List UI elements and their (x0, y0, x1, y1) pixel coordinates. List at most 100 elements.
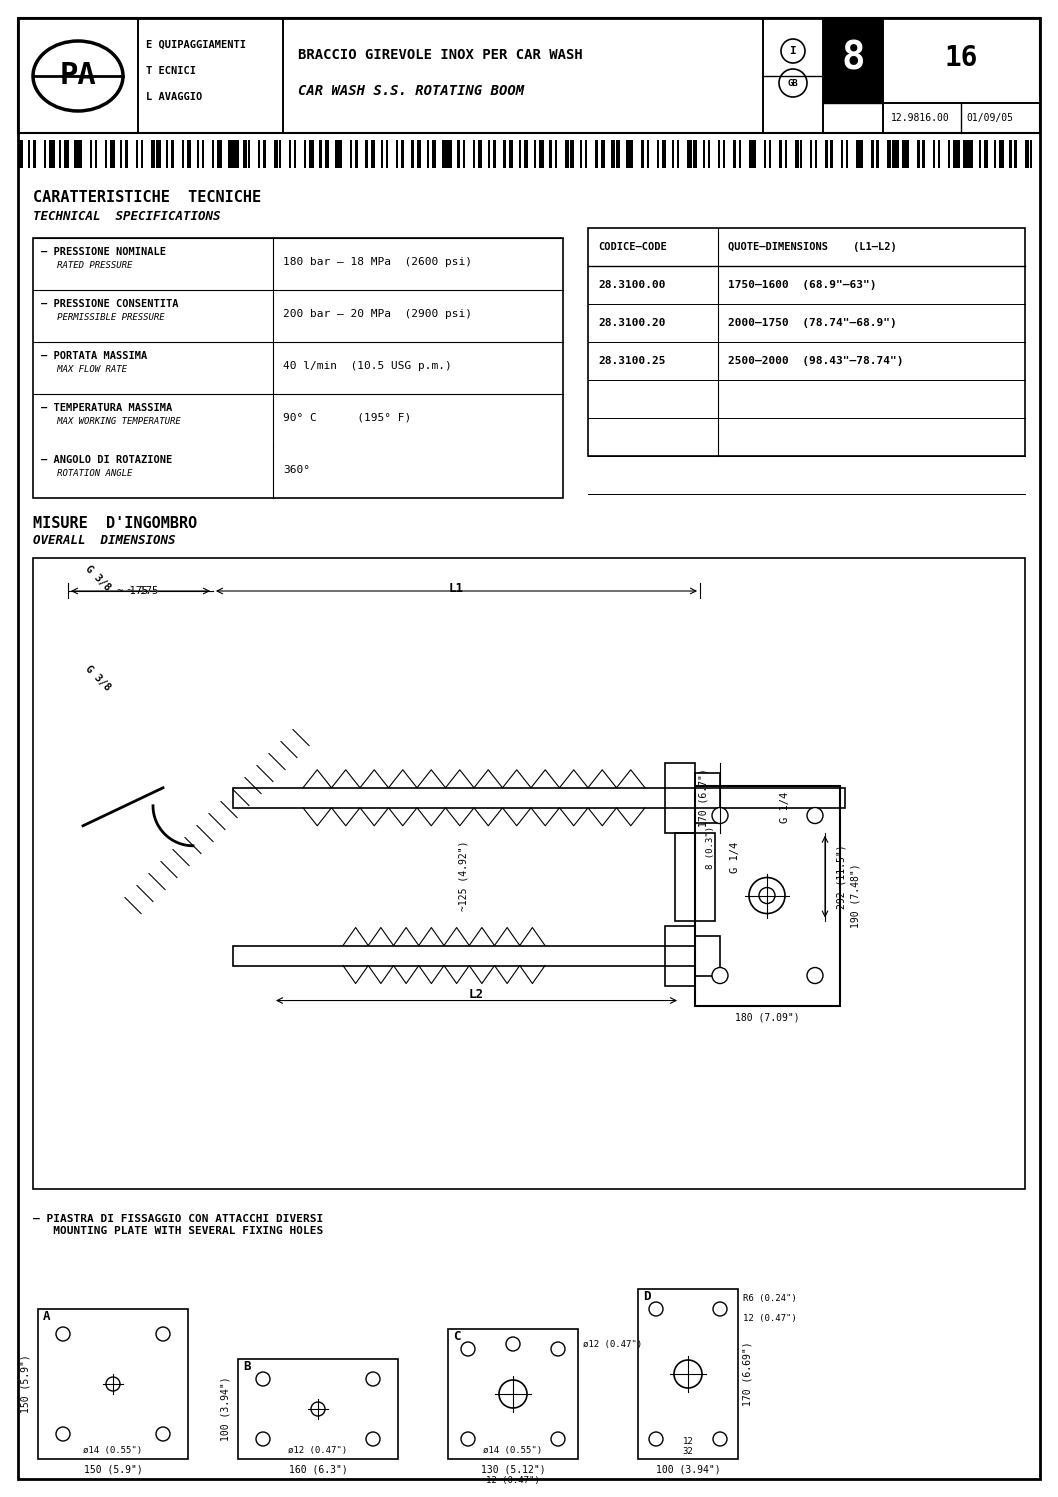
Circle shape (649, 1433, 663, 1446)
Bar (29, 141, 31, 168)
Bar (784, 141, 789, 168)
Bar (795, 141, 797, 168)
Text: ø14 (0.55"): ø14 (0.55") (84, 1446, 143, 1455)
Text: 12 (0.47"): 12 (0.47") (486, 1476, 540, 1485)
Text: T ECNICI: T ECNICI (146, 66, 196, 76)
Text: ~ 175: ~ 175 (117, 585, 148, 596)
Bar (213, 141, 215, 168)
Bar (197, 141, 199, 168)
Text: TECHNICAL  SPECIFICATIONS: TECHNICAL SPECIFICATIONS (33, 210, 220, 223)
Bar (883, 18, 1040, 103)
Bar (984, 141, 990, 168)
Bar (509, 141, 511, 168)
Text: L1: L1 (449, 582, 463, 596)
Bar (540, 141, 542, 168)
Text: 32: 32 (682, 1446, 693, 1455)
Bar (166, 141, 168, 168)
Bar (677, 141, 681, 168)
Bar (38, 1308, 188, 1460)
Bar (426, 141, 430, 168)
Text: ø14 (0.55"): ø14 (0.55") (484, 1446, 543, 1455)
Text: 160 (6.3"): 160 (6.3") (289, 1464, 347, 1475)
Text: CARATTERISTICHE  TECNICHE: CARATTERISTICHE TECNICHE (33, 190, 261, 205)
Bar (662, 141, 667, 168)
Bar (125, 141, 130, 168)
Bar (1015, 141, 1017, 168)
Bar (49, 141, 51, 168)
Text: QUOTE–DIMENSIONS    (L1–L2): QUOTE–DIMENSIONS (L1–L2) (728, 243, 897, 251)
Text: G 3/8: G 3/8 (83, 563, 112, 593)
Bar (350, 141, 352, 168)
Text: D: D (643, 1290, 651, 1304)
Bar (823, 18, 883, 103)
Text: 100 (3.94"): 100 (3.94") (221, 1377, 231, 1442)
Bar (876, 141, 879, 168)
Text: E QUIPAGGIAMENTI: E QUIPAGGIAMENTI (146, 40, 247, 49)
Circle shape (759, 888, 776, 904)
Bar (688, 141, 692, 168)
Text: – TEMPERATURA MASSIMA: – TEMPERATURA MASSIMA (41, 403, 172, 413)
Circle shape (649, 1302, 663, 1316)
Bar (401, 141, 403, 168)
Bar (1024, 141, 1027, 168)
Bar (258, 141, 262, 168)
Bar (638, 1289, 738, 1460)
Bar (570, 141, 572, 168)
Circle shape (461, 1341, 475, 1356)
Bar (585, 141, 589, 168)
Bar (534, 141, 536, 168)
Text: 190 (7.48"): 190 (7.48") (850, 864, 860, 928)
Bar (105, 141, 109, 168)
Bar (724, 141, 728, 168)
Bar (334, 141, 342, 168)
Bar (657, 141, 659, 168)
Bar (278, 141, 284, 168)
Bar (733, 141, 737, 168)
Bar (309, 141, 311, 168)
Bar (304, 141, 307, 168)
Circle shape (499, 1380, 527, 1409)
Bar (457, 141, 464, 168)
Bar (703, 141, 708, 168)
Bar (248, 141, 251, 168)
Bar (493, 141, 497, 168)
Bar (763, 18, 823, 133)
Bar (695, 772, 720, 823)
Circle shape (256, 1371, 270, 1386)
Bar (995, 141, 997, 168)
Bar (462, 141, 468, 168)
Bar (448, 1329, 578, 1460)
Bar (90, 141, 92, 168)
Bar (135, 141, 138, 168)
Bar (718, 141, 720, 168)
Bar (432, 141, 439, 168)
Circle shape (156, 1427, 170, 1442)
Bar (708, 141, 712, 168)
Text: 01/09/05: 01/09/05 (966, 112, 1013, 123)
Circle shape (807, 967, 823, 984)
Text: GB: GB (787, 78, 799, 87)
Bar (800, 141, 804, 168)
Bar (979, 141, 983, 168)
Circle shape (551, 1433, 565, 1446)
Circle shape (712, 967, 728, 984)
Bar (948, 141, 950, 168)
Text: CAR WASH S.S. ROTATING BOOM: CAR WASH S.S. ROTATING BOOM (298, 84, 524, 97)
Bar (504, 141, 506, 168)
Bar (141, 141, 145, 168)
Bar (968, 141, 971, 168)
Text: 1750–1600  (68.9"–63"): 1750–1600 (68.9"–63") (728, 280, 876, 290)
Text: MAX FLOW RATE: MAX FLOW RATE (41, 365, 127, 374)
Bar (937, 141, 941, 168)
Bar (738, 141, 743, 168)
Circle shape (713, 1302, 727, 1316)
Text: A: A (43, 1310, 51, 1323)
Bar (665, 763, 695, 832)
Text: G 1/4: G 1/4 (730, 843, 740, 873)
Text: 2500–2000  (98.43"–78.74"): 2500–2000 (98.43"–78.74") (728, 356, 904, 365)
Bar (554, 141, 562, 168)
Bar (675, 832, 715, 921)
Bar (754, 141, 759, 168)
Bar (892, 141, 894, 168)
Text: 16: 16 (944, 43, 978, 72)
